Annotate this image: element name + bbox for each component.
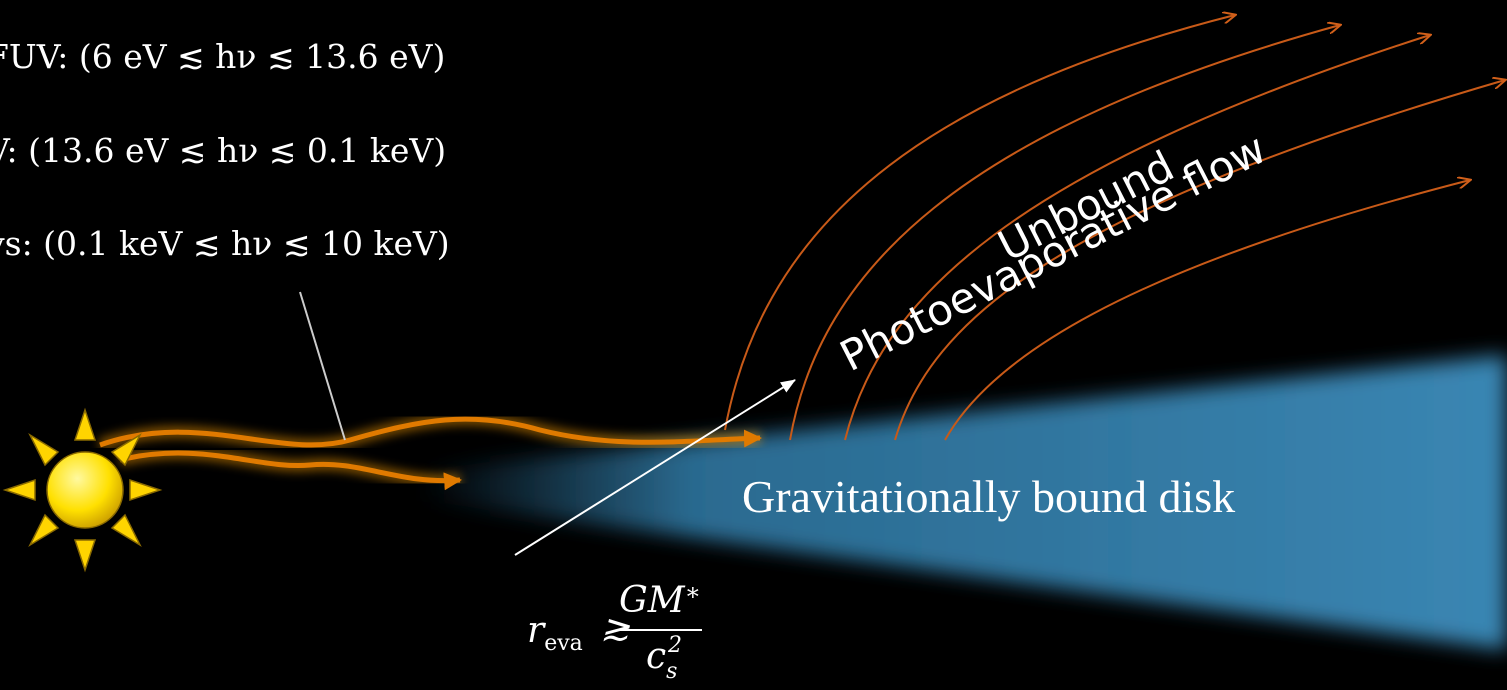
formula-part: c [646, 636, 666, 677]
formula-part: ∗ [685, 578, 701, 606]
formula-part: 2 [667, 633, 682, 658]
formula-part: r [527, 610, 546, 651]
disk-label: Gravitationally bound disk [742, 471, 1235, 522]
pointer-line [300, 292, 345, 440]
energy-band: FUV: (6 eV ≲ hν ≲ 13.6 eV) [0, 37, 445, 76]
diagram: FUV: (6 eV ≲ hν ≲ 13.6 eV) V: (13.6 eV ≲… [0, 0, 1507, 690]
formula-part: s [666, 659, 677, 684]
energy-band: ys: (0.1 keV ≲ hν ≲ 10 keV) [0, 224, 450, 263]
formula: reva ≳ GM∗ cs 2 [527, 578, 702, 684]
svg-text:reva: reva [527, 610, 583, 656]
energy-band: V: (13.6 eV ≲ hν ≲ 0.1 keV) [0, 131, 446, 170]
flow-label: Photoevaporative flow [832, 124, 1273, 381]
svg-text:GM∗: GM∗ [619, 578, 701, 621]
formula-part: eva [544, 631, 583, 656]
formula-part: GM [619, 580, 686, 621]
